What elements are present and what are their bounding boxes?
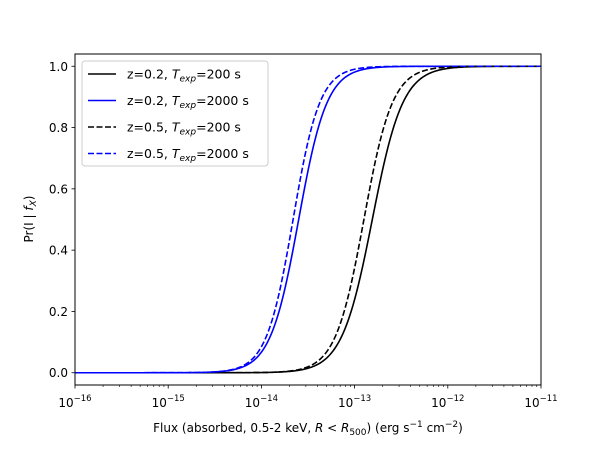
x-tick-label: 10−14 xyxy=(245,394,278,410)
legend: z=0.2, Texp=200 s z=0.2, Texp=2000 s z=0.5… xyxy=(81,60,269,167)
y-tick-label: 0.4 xyxy=(49,244,68,258)
legend-label-4: z=0.5, Texp=2000 s xyxy=(127,146,249,164)
x-tick-label: 10−15 xyxy=(152,394,185,410)
y-tick-label: 0.6 xyxy=(49,182,68,196)
x-tick-label: 10−11 xyxy=(524,394,557,410)
x-axis: 10−16 10−15 10−14 10−13 10−12 10−11 xyxy=(58,385,558,410)
series-layer xyxy=(75,65,541,374)
x-axis-title: Flux (absorbed, 0.5-2 keV, R < R500) (er… xyxy=(153,420,463,438)
y-tick-label: 0.8 xyxy=(49,121,68,135)
y-axis-title: Pr(I | fX) xyxy=(22,196,39,243)
plot-frame xyxy=(74,53,542,386)
y-tick-label: 0.2 xyxy=(49,305,68,319)
y-axis: 0.0 0.2 0.4 0.6 0.8 1.0 xyxy=(49,60,75,380)
legend-label-1: z=0.2, Texp=200 s xyxy=(127,67,241,85)
series-line-4 xyxy=(75,65,541,374)
y-tick-label: 0.0 xyxy=(49,366,68,380)
x-tick-label: 10−16 xyxy=(58,394,91,410)
x-tick-label: 10−12 xyxy=(431,394,464,410)
y-tick-label: 1.0 xyxy=(49,60,68,74)
legend-box xyxy=(81,60,269,167)
legend-label-3: z=0.5, Texp=200 s xyxy=(127,120,241,138)
legend-label-2: z=0.2, Texp=2000 s xyxy=(127,93,249,111)
x-tick-label: 10−13 xyxy=(338,394,371,410)
